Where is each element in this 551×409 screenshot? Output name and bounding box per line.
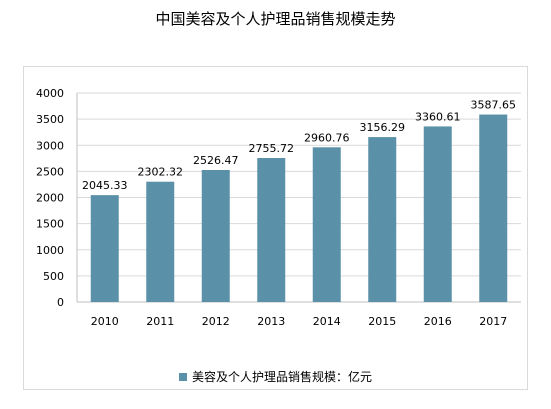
data-label: 3587.65	[471, 99, 517, 112]
x-tick-label: 2016	[424, 315, 452, 328]
y-tick-label: 1500	[36, 218, 64, 231]
x-tick-label: 2015	[368, 315, 396, 328]
bar	[201, 169, 230, 302]
legend-label: 美容及个人护理品销售规模：亿元	[191, 370, 372, 384]
data-label: 2302.32	[138, 166, 184, 179]
y-tick-label: 4000	[36, 87, 64, 100]
data-label: 2045.33	[82, 179, 128, 192]
y-tick-label: 2000	[36, 192, 64, 205]
legend-swatch	[178, 373, 187, 381]
legend: 美容及个人护理品销售规模：亿元	[0, 368, 551, 385]
x-tick-label: 2012	[202, 315, 230, 328]
y-tick-label: 1000	[36, 244, 64, 257]
x-tick-label: 2014	[313, 315, 341, 328]
data-label: 2755.72	[249, 142, 295, 155]
bar	[423, 126, 452, 302]
x-tick-label: 2011	[146, 315, 174, 328]
y-tick-label: 3000	[36, 139, 64, 152]
bar	[257, 158, 286, 302]
y-tick-label: 3500	[36, 113, 64, 126]
bar	[479, 114, 508, 302]
y-tick-label: 2500	[36, 165, 64, 178]
y-tick-label: 500	[43, 270, 64, 283]
y-tick-label: 0	[57, 296, 64, 309]
bar	[146, 181, 175, 302]
bar	[368, 137, 397, 302]
data-label: 2526.47	[193, 154, 239, 167]
x-tick-label: 2010	[91, 315, 119, 328]
x-tick-label: 2013	[257, 315, 285, 328]
bar	[312, 147, 341, 302]
data-label: 2960.76	[304, 131, 350, 144]
chart-title: 中国美容及个人护理品销售规模走势	[155, 10, 396, 28]
bar	[90, 195, 119, 302]
x-tick-label: 2017	[479, 315, 507, 328]
data-label: 3156.29	[360, 121, 406, 134]
plot-frame	[23, 66, 528, 390]
data-label: 3360.61	[415, 110, 461, 123]
